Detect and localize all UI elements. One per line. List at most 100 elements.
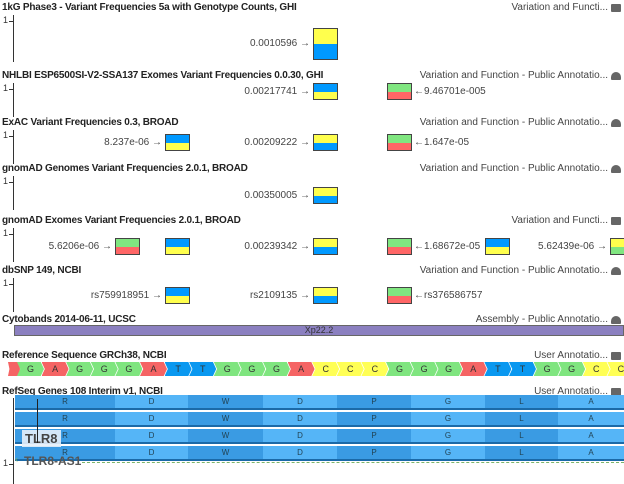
- variant-marker[interactable]: [165, 287, 190, 304]
- exon-codon[interactable]: A: [558, 395, 624, 410]
- base-T[interactable]: T: [484, 362, 512, 376]
- exon-codon[interactable]: D: [263, 395, 337, 410]
- track-category[interactable]: Variation and Functi...: [511, 215, 608, 226]
- track-title[interactable]: dbSNP 149, NCBI: [2, 265, 82, 276]
- base-G[interactable]: G: [558, 362, 586, 376]
- cloud-icon[interactable]: [611, 316, 621, 324]
- track-category[interactable]: Variation and Functi...: [511, 2, 608, 13]
- variant-marker[interactable]: [387, 134, 412, 151]
- exon-codon[interactable]: G: [411, 395, 485, 410]
- exon-codon[interactable]: D: [263, 412, 337, 427]
- base-G[interactable]: G: [90, 362, 118, 376]
- track-title[interactable]: 1kG Phase3 - Variant Frequencies 5a with…: [2, 2, 297, 13]
- gene-label-TLR8[interactable]: TLR8: [22, 430, 61, 447]
- exon-codon[interactable]: D: [115, 446, 188, 461]
- variant-marker[interactable]: [313, 83, 338, 100]
- base-G[interactable]: G: [17, 362, 44, 376]
- base-G[interactable]: G: [213, 362, 241, 376]
- variant-marker[interactable]: [313, 187, 338, 204]
- track-category[interactable]: Variation and Function - Public Annotati…: [419, 265, 608, 276]
- folder-icon[interactable]: [611, 352, 621, 360]
- folder-icon[interactable]: [611, 217, 621, 225]
- base-G[interactable]: G: [115, 362, 143, 376]
- exon-codon[interactable]: A: [558, 412, 624, 427]
- exon-codon[interactable]: D: [263, 429, 337, 444]
- cloud-icon[interactable]: [611, 165, 621, 173]
- cloud-icon[interactable]: [611, 72, 621, 80]
- base-G[interactable]: G: [410, 362, 438, 376]
- track-category[interactable]: Variation and Function - Public Annotati…: [419, 117, 608, 128]
- exon-codon[interactable]: G: [411, 446, 485, 461]
- variant-marker[interactable]: [387, 83, 412, 100]
- track-title[interactable]: gnomAD Exomes Variant Frequencies 2.0.1,…: [2, 215, 241, 226]
- folder-icon[interactable]: [611, 4, 621, 12]
- track-title[interactable]: ExAC Variant Frequencies 0.3, BROAD: [2, 117, 179, 128]
- base-G[interactable]: G: [263, 362, 290, 376]
- exon-codon[interactable]: A: [558, 429, 624, 444]
- base-C[interactable]: C: [607, 362, 624, 376]
- cytoband-bar[interactable]: Xp22.2: [14, 325, 624, 336]
- exon-codon[interactable]: G: [411, 412, 485, 427]
- base-T[interactable]: T: [164, 362, 192, 376]
- variant-marker[interactable]: [313, 134, 338, 151]
- exon-codon[interactable]: D: [263, 446, 337, 461]
- exon-codon[interactable]: R: [15, 395, 115, 410]
- track-category[interactable]: Variation and Function - Public Annotati…: [419, 70, 608, 81]
- exon-codon[interactable]: D: [115, 429, 188, 444]
- base-A[interactable]: A: [459, 362, 487, 376]
- exon-codon[interactable]: A: [558, 446, 624, 461]
- track-title[interactable]: gnomAD Genomes Variant Frequencies 2.0.1…: [2, 163, 248, 174]
- variant-marker[interactable]: [313, 238, 338, 255]
- folder-icon[interactable]: [611, 388, 621, 396]
- track-title[interactable]: Reference Sequence GRCh38, NCBI: [2, 350, 167, 361]
- exon-codon[interactable]: L: [485, 412, 558, 427]
- exon-codon[interactable]: P: [337, 395, 411, 410]
- base-A[interactable]: A: [41, 362, 69, 376]
- base-C[interactable]: C: [582, 362, 610, 376]
- base-G[interactable]: G: [435, 362, 463, 376]
- base-A[interactable]: A: [287, 362, 315, 376]
- variant-marker[interactable]: [313, 28, 338, 60]
- exon-codon[interactable]: D: [115, 395, 188, 410]
- track-category[interactable]: User Annotatio...: [534, 386, 608, 397]
- base-A[interactable]: [8, 362, 20, 376]
- base-T[interactable]: T: [189, 362, 217, 376]
- base-C[interactable]: C: [361, 362, 389, 376]
- track-title[interactable]: RefSeq Genes 108 Interim v1, NCBI: [2, 386, 163, 397]
- base-C[interactable]: C: [312, 362, 340, 376]
- exon-codon[interactable]: R: [15, 412, 115, 427]
- variant-marker[interactable]: [115, 238, 140, 255]
- variant-marker[interactable]: [387, 238, 412, 255]
- variant-marker[interactable]: [165, 134, 190, 151]
- variant-marker[interactable]: [610, 238, 624, 255]
- track-title[interactable]: NHLBI ESP6500SI-V2-SSA137 Exomes Variant…: [2, 70, 324, 81]
- variant-marker[interactable]: [165, 238, 190, 255]
- cloud-icon[interactable]: [611, 119, 621, 127]
- exon-codon[interactable]: W: [188, 446, 263, 461]
- base-G[interactable]: G: [386, 362, 413, 376]
- cloud-icon[interactable]: [611, 267, 621, 275]
- exon-codon[interactable]: W: [188, 429, 263, 444]
- base-T[interactable]: T: [509, 362, 536, 376]
- variant-marker[interactable]: [485, 238, 510, 255]
- exon-codon[interactable]: L: [485, 446, 558, 461]
- exon-codon[interactable]: W: [188, 395, 263, 410]
- track-category[interactable]: Assembly - Public Annotatio...: [475, 314, 608, 325]
- exon-codon[interactable]: G: [411, 429, 485, 444]
- exon-codon[interactable]: P: [337, 429, 411, 444]
- exon-codon[interactable]: R: [15, 446, 115, 461]
- exon-codon[interactable]: L: [485, 429, 558, 444]
- base-G[interactable]: G: [533, 362, 561, 376]
- variant-marker[interactable]: [387, 287, 412, 304]
- exon-codon[interactable]: P: [337, 412, 411, 427]
- exon-codon[interactable]: W: [188, 412, 263, 427]
- gene-label-TLR8-AS1[interactable]: TLR8-AS1: [24, 454, 82, 468]
- exon-codon[interactable]: L: [485, 395, 558, 410]
- base-G[interactable]: G: [238, 362, 266, 376]
- track-category[interactable]: Variation and Function - Public Annotati…: [419, 163, 608, 174]
- variant-marker[interactable]: [313, 287, 338, 304]
- base-G[interactable]: G: [66, 362, 94, 376]
- exon-codon[interactable]: P: [337, 446, 411, 461]
- track-category[interactable]: User Annotatio...: [534, 350, 608, 361]
- base-C[interactable]: C: [336, 362, 364, 376]
